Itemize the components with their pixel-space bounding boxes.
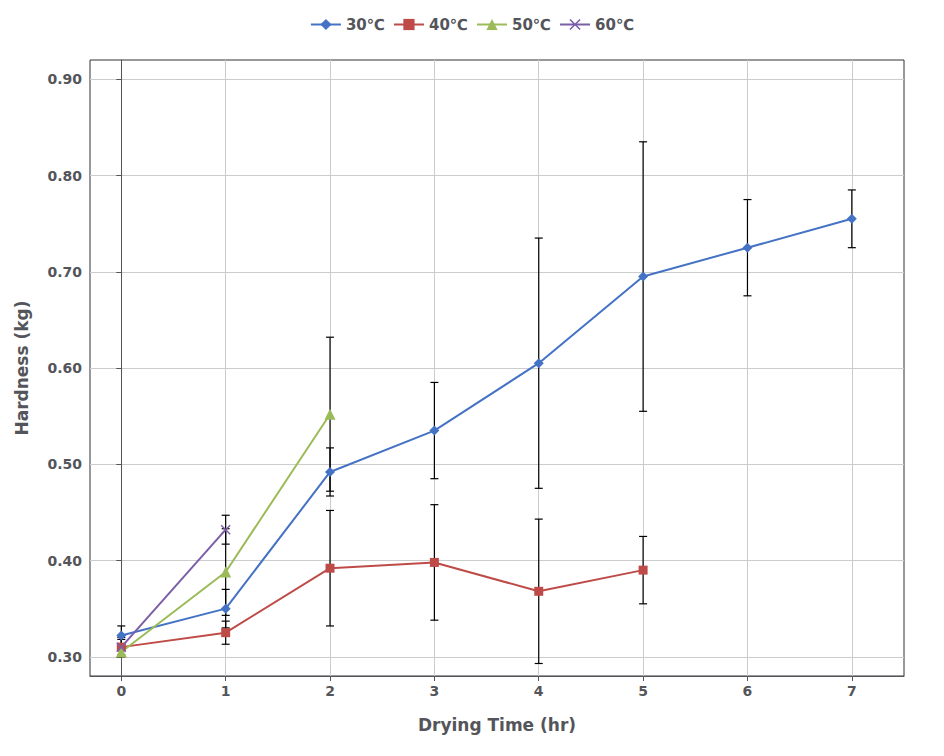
svg-text:1: 1: [221, 683, 231, 699]
svg-text:Drying Time (hr): Drying Time (hr): [418, 715, 576, 735]
svg-text:40℃: 40℃: [429, 16, 468, 34]
svg-text:2: 2: [325, 683, 335, 699]
svg-text:0.70: 0.70: [47, 264, 82, 280]
svg-text:7: 7: [847, 683, 857, 699]
svg-text:0.90: 0.90: [47, 71, 82, 87]
svg-text:60℃: 60℃: [595, 16, 634, 34]
svg-text:0.60: 0.60: [47, 360, 82, 376]
svg-text:0: 0: [116, 683, 126, 699]
svg-text:5: 5: [638, 683, 648, 699]
svg-text:Hardness (kg): Hardness (kg): [12, 300, 32, 435]
svg-text:4: 4: [534, 683, 544, 699]
svg-text:6: 6: [743, 683, 753, 699]
svg-text:0.30: 0.30: [47, 649, 82, 665]
svg-text:0.80: 0.80: [47, 168, 82, 184]
svg-text:0.50: 0.50: [47, 456, 82, 472]
svg-text:30℃: 30℃: [346, 16, 385, 34]
svg-text:50℃: 50℃: [512, 16, 551, 34]
svg-text:3: 3: [430, 683, 440, 699]
svg-text:0.40: 0.40: [47, 553, 82, 569]
